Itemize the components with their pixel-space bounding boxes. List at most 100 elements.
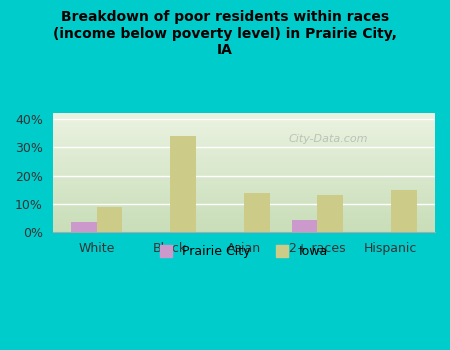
- Bar: [53, 230, 435, 231]
- Bar: [53, 191, 435, 192]
- Bar: [53, 120, 435, 121]
- Bar: [53, 156, 435, 157]
- Bar: [53, 213, 435, 215]
- Bar: [53, 228, 435, 229]
- Bar: [53, 155, 435, 156]
- Bar: [53, 167, 435, 168]
- Bar: [53, 180, 435, 181]
- Bar: [53, 121, 435, 122]
- Bar: [71, 223, 97, 232]
- Bar: [244, 193, 270, 232]
- Bar: [53, 212, 435, 213]
- Bar: [53, 136, 435, 137]
- Bar: [53, 152, 435, 154]
- Bar: [53, 229, 435, 230]
- Bar: [53, 126, 435, 127]
- Bar: [53, 204, 435, 205]
- Bar: [53, 175, 435, 176]
- Bar: [53, 182, 435, 183]
- Bar: [53, 113, 435, 114]
- Bar: [53, 144, 435, 145]
- Bar: [53, 131, 435, 132]
- Bar: [53, 140, 435, 142]
- Bar: [53, 194, 435, 195]
- Bar: [391, 190, 417, 232]
- Bar: [53, 154, 435, 155]
- Bar: [53, 188, 435, 189]
- Bar: [317, 195, 343, 232]
- Bar: [53, 195, 435, 197]
- Bar: [53, 128, 435, 130]
- Bar: [53, 122, 435, 124]
- Bar: [53, 160, 435, 161]
- Bar: [53, 197, 435, 198]
- Bar: [53, 220, 435, 222]
- Bar: [53, 124, 435, 125]
- Bar: [53, 226, 435, 228]
- Bar: [53, 189, 435, 191]
- Bar: [53, 163, 435, 164]
- Text: City-Data.com: City-Data.com: [288, 134, 368, 144]
- Bar: [53, 201, 435, 203]
- Bar: [53, 139, 435, 140]
- Bar: [53, 218, 435, 219]
- Bar: [53, 231, 435, 232]
- Bar: [53, 200, 435, 201]
- Bar: [53, 225, 435, 226]
- Bar: [53, 158, 435, 160]
- Bar: [53, 146, 435, 148]
- Bar: [53, 211, 435, 212]
- Bar: [53, 205, 435, 206]
- Bar: [53, 143, 435, 144]
- Bar: [53, 172, 435, 173]
- Bar: [53, 116, 435, 117]
- Bar: [53, 145, 435, 146]
- Bar: [53, 166, 435, 167]
- Bar: [53, 217, 435, 218]
- Bar: [53, 161, 435, 162]
- Bar: [53, 114, 435, 116]
- Bar: [170, 136, 196, 232]
- Bar: [53, 193, 435, 194]
- Bar: [53, 164, 435, 166]
- Bar: [53, 178, 435, 180]
- Bar: [53, 222, 435, 223]
- Legend: Prairie City, Iowa: Prairie City, Iowa: [156, 241, 331, 262]
- Bar: [53, 183, 435, 185]
- Bar: [53, 207, 435, 209]
- Bar: [53, 203, 435, 204]
- Bar: [53, 151, 435, 152]
- Bar: [53, 150, 435, 151]
- Bar: [53, 186, 435, 187]
- Bar: [53, 206, 435, 207]
- Bar: [53, 177, 435, 178]
- Bar: [53, 174, 435, 175]
- Bar: [53, 142, 435, 143]
- Bar: [53, 187, 435, 188]
- Bar: [53, 127, 435, 128]
- Bar: [53, 210, 435, 211]
- Bar: [53, 181, 435, 182]
- Bar: [97, 207, 122, 232]
- Bar: [53, 192, 435, 193]
- Bar: [53, 134, 435, 136]
- Bar: [53, 216, 435, 217]
- Bar: [53, 118, 435, 119]
- Bar: [53, 148, 435, 149]
- Bar: [53, 198, 435, 199]
- Bar: [53, 173, 435, 174]
- Bar: [53, 199, 435, 200]
- Bar: [53, 133, 435, 134]
- Bar: [53, 117, 435, 118]
- Bar: [53, 130, 435, 131]
- Bar: [53, 219, 435, 220]
- Text: Breakdown of poor residents within races
(income below poverty level) in Prairie: Breakdown of poor residents within races…: [53, 10, 397, 57]
- Bar: [53, 137, 435, 138]
- Bar: [53, 125, 435, 126]
- Bar: [53, 223, 435, 224]
- Bar: [53, 209, 435, 210]
- Bar: [53, 149, 435, 150]
- Bar: [53, 224, 435, 225]
- Bar: [292, 219, 317, 232]
- Bar: [53, 215, 435, 216]
